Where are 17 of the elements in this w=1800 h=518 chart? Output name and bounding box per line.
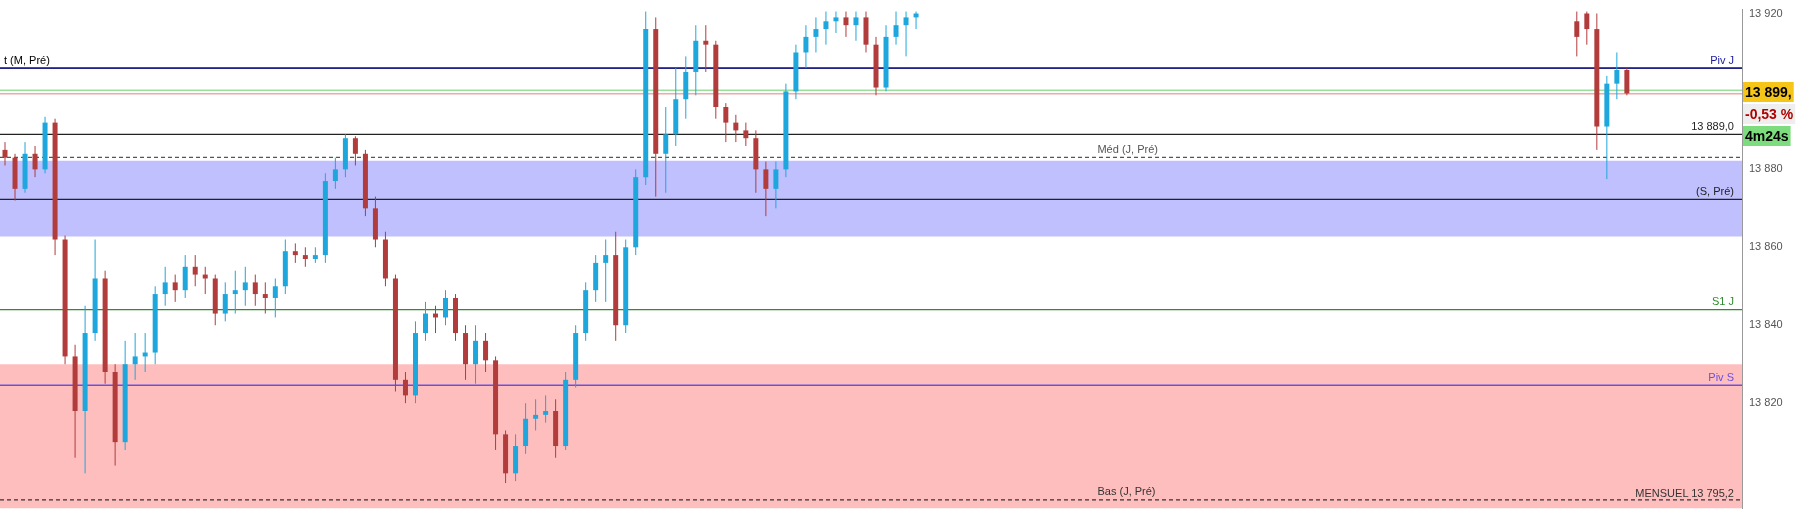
y-tick-label: 13 920: [1749, 6, 1783, 19]
y-tick-label: 13 880: [1749, 162, 1783, 175]
ref-line-label: Méd (J, Pré): [1097, 142, 1158, 155]
ref-line-label: S1 J: [1711, 295, 1734, 308]
ref-line-label: Piv S: [1708, 370, 1734, 383]
ref-line-label: t (M, Pré): [4, 53, 50, 66]
annotation: MENSUEL 13 795,2: [1635, 486, 1734, 499]
ref-line-label: Bas (J, Pré): [1097, 485, 1156, 498]
text: 4m24s: [1745, 127, 1789, 144]
text: -0,53 %: [1745, 105, 1794, 122]
ref-line-label: (S, Pré): [1696, 184, 1734, 197]
y-tick-label: 13 860: [1749, 240, 1783, 253]
text: 13 899,: [1745, 83, 1792, 100]
y-tick-label: 13 820: [1749, 396, 1783, 409]
y-tick-label: 13 840: [1749, 318, 1783, 331]
ref-line-label: Piv J: [1710, 53, 1734, 66]
ref-line-label: 13 889,0: [1691, 119, 1734, 132]
